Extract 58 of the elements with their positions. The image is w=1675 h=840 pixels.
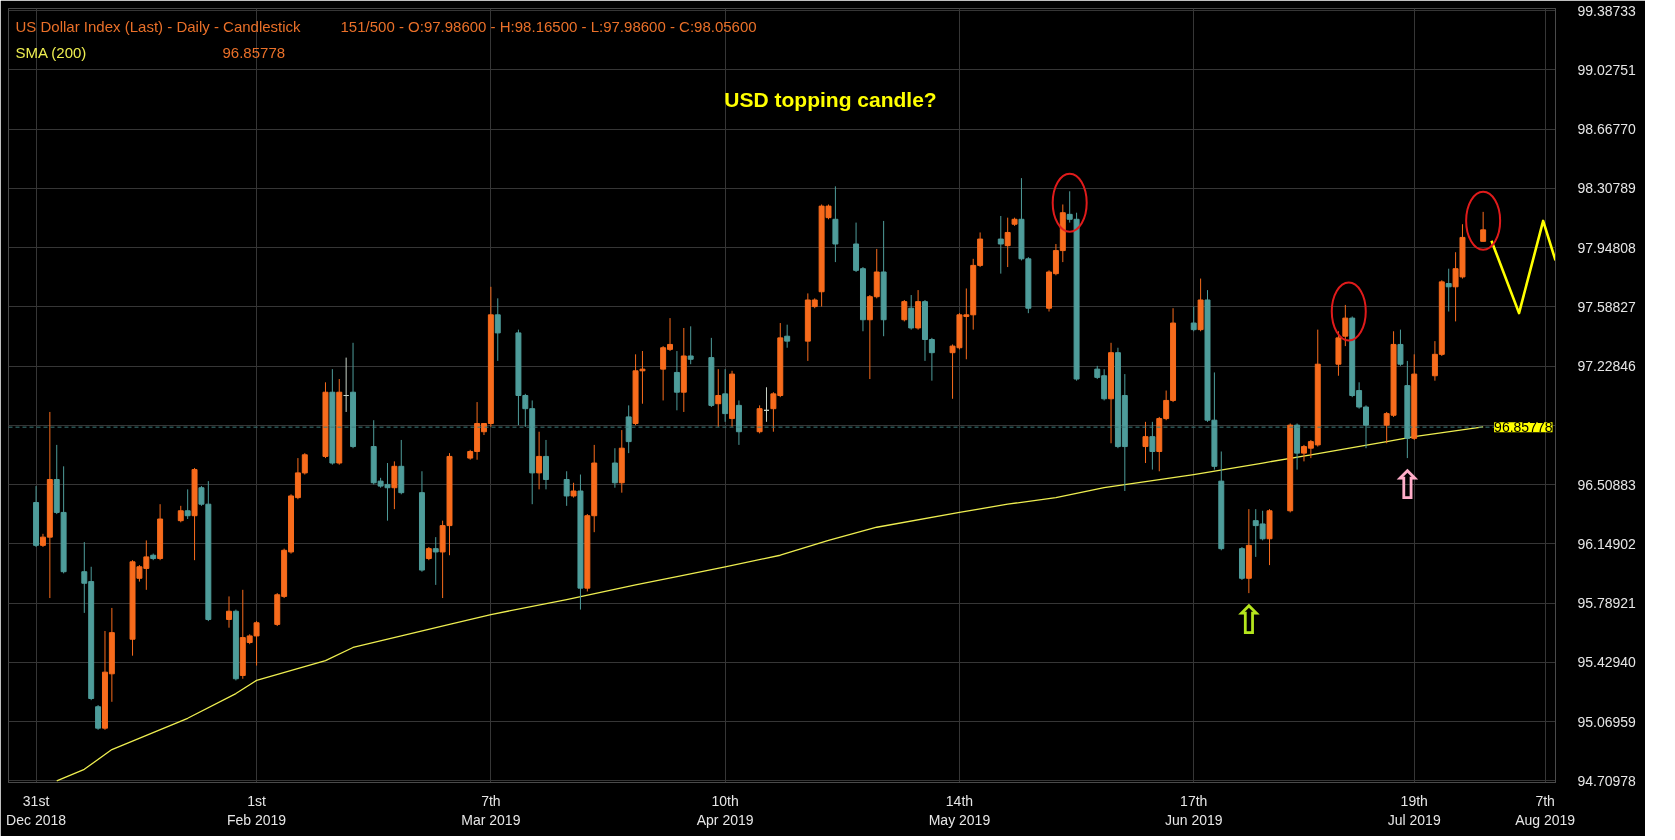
candlestick <box>1004 217 1011 268</box>
candlestick <box>226 595 232 629</box>
candlestick <box>1149 421 1156 471</box>
candlestick <box>722 368 729 423</box>
text: SMA (200) <box>15 44 87 61</box>
y-tick-label: 99.38733 <box>1577 2 1637 19</box>
annotation: ⇧ <box>1232 597 1266 644</box>
x-tick-label: 19th Jul 2019 <box>1387 792 1441 828</box>
candlestick <box>687 325 694 365</box>
annotation: ⇧ <box>1390 462 1425 509</box>
candlestick <box>611 447 618 489</box>
candlestick <box>391 460 398 510</box>
y-tick-label: 96.50883 <box>1577 476 1637 493</box>
candlestick <box>997 215 1004 275</box>
x-tick-label: 10th Apr 2019 <box>696 792 754 828</box>
y-tick-label: 98.66770 <box>1577 121 1637 138</box>
candlestick <box>563 470 570 507</box>
candlestick <box>715 368 722 428</box>
candlestick <box>756 404 763 434</box>
ref-line-label: 96.85778 <box>1494 419 1553 436</box>
x-tick-label: 14th May 2019 <box>928 792 991 828</box>
y-tick-label: 97.58827 <box>1577 298 1637 315</box>
y-tick-label: 97.94808 <box>1577 239 1637 256</box>
y-tick-label: 95.78921 <box>1577 595 1637 612</box>
y-tick-label: 95.06959 <box>1577 713 1637 730</box>
y-tick-label: 94.70978 <box>1577 772 1637 789</box>
candlestick <box>1190 306 1197 332</box>
x-tick-label: 31st Dec 2018 <box>6 792 67 828</box>
candlestick <box>543 439 549 490</box>
candlestick <box>432 536 439 586</box>
y-tick-label: 97.22846 <box>1577 358 1637 375</box>
x-tick-label: 1st Feb 2019 <box>226 792 287 828</box>
annotation: USD topping candle? <box>724 88 937 111</box>
candlestick <box>908 294 915 331</box>
y-tick-label: 99.02751 <box>1577 61 1637 78</box>
candlestick <box>184 488 191 520</box>
candlestick <box>1480 211 1487 242</box>
y-tick-label: 95.42940 <box>1577 654 1637 671</box>
text: 151/500 - O:97.98600 - H:98.16500 - L:97.98600 - C:98.05600 <box>340 18 757 35</box>
x-tick-label: 7th Mar 2019 <box>461 792 521 828</box>
candlestick <box>1397 329 1404 367</box>
y-tick-label: 96.14902 <box>1577 535 1637 552</box>
x-tick-label: 17th Jun 2019 <box>1164 792 1223 828</box>
annotation: 96.85778 <box>222 43 286 61</box>
candlestick <box>1342 304 1349 347</box>
candlestick <box>95 704 102 731</box>
candlestick <box>494 297 501 362</box>
candlestick <box>673 350 680 411</box>
line-series <box>1490 219 1556 315</box>
text: US Dollar Index (Last) - Daily - Candlestick <box>15 18 302 35</box>
candlestick <box>784 324 791 349</box>
candlestick <box>901 299 908 322</box>
candlestick <box>536 431 543 490</box>
candlestick <box>1445 268 1452 313</box>
x-tick-label: 7th Aug 2019 <box>1515 792 1576 828</box>
line-series <box>56 426 1484 782</box>
y-tick-label: 98.30789 <box>1577 180 1637 197</box>
candlestick <box>1142 421 1149 464</box>
